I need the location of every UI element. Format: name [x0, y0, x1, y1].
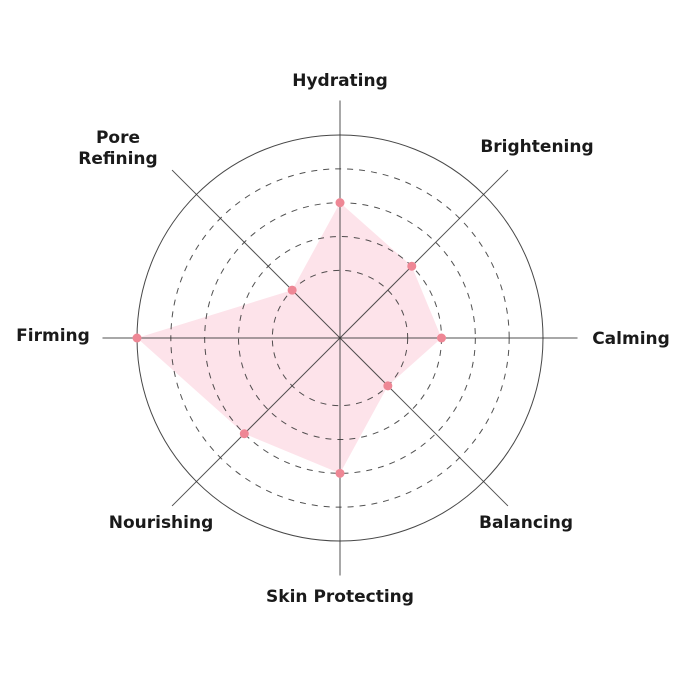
axis-spoke: [339, 337, 509, 507]
axis-label-hydrating: Hydrating: [292, 71, 388, 91]
data-point-balancing: [383, 381, 393, 391]
axis-label-line: Nourishing: [109, 513, 214, 533]
data-point-pore-refining: [287, 285, 297, 295]
axis-label-line: Pore: [96, 128, 140, 148]
axis-spoke: [171, 337, 341, 507]
data-point-brightening: [407, 261, 417, 271]
axis-label-line: Firming: [16, 326, 90, 346]
axis-label-line: Brightening: [480, 137, 593, 157]
axis-label-line: Refining: [78, 149, 157, 169]
data-point-hydrating: [335, 198, 345, 208]
axis-spoke: [339, 169, 509, 339]
data-point-skin-protecting: [335, 468, 345, 478]
axis-label-balancing: Balancing: [479, 513, 573, 533]
axis-label-pore-refining: Pore Refining: [78, 128, 157, 169]
data-point-firming: [132, 333, 142, 343]
axis-label-line: Balancing: [479, 513, 573, 533]
axis-label-line: Calming: [592, 329, 670, 349]
data-point-calming: [437, 333, 446, 343]
axis-label-brightening: Brightening: [480, 137, 593, 157]
axis-label-firming: Firming: [16, 326, 90, 346]
axis-spoke: [171, 169, 341, 339]
data-point-nourishing: [239, 429, 249, 439]
axis-label-nourishing: Nourishing: [109, 513, 214, 533]
axis-label-line: Skin Protecting: [266, 587, 414, 607]
axis-label-calming: Calming: [592, 329, 670, 349]
axis-label-skin-protecting: Skin Protecting: [266, 587, 414, 607]
axis-label-line: Hydrating: [292, 71, 388, 91]
